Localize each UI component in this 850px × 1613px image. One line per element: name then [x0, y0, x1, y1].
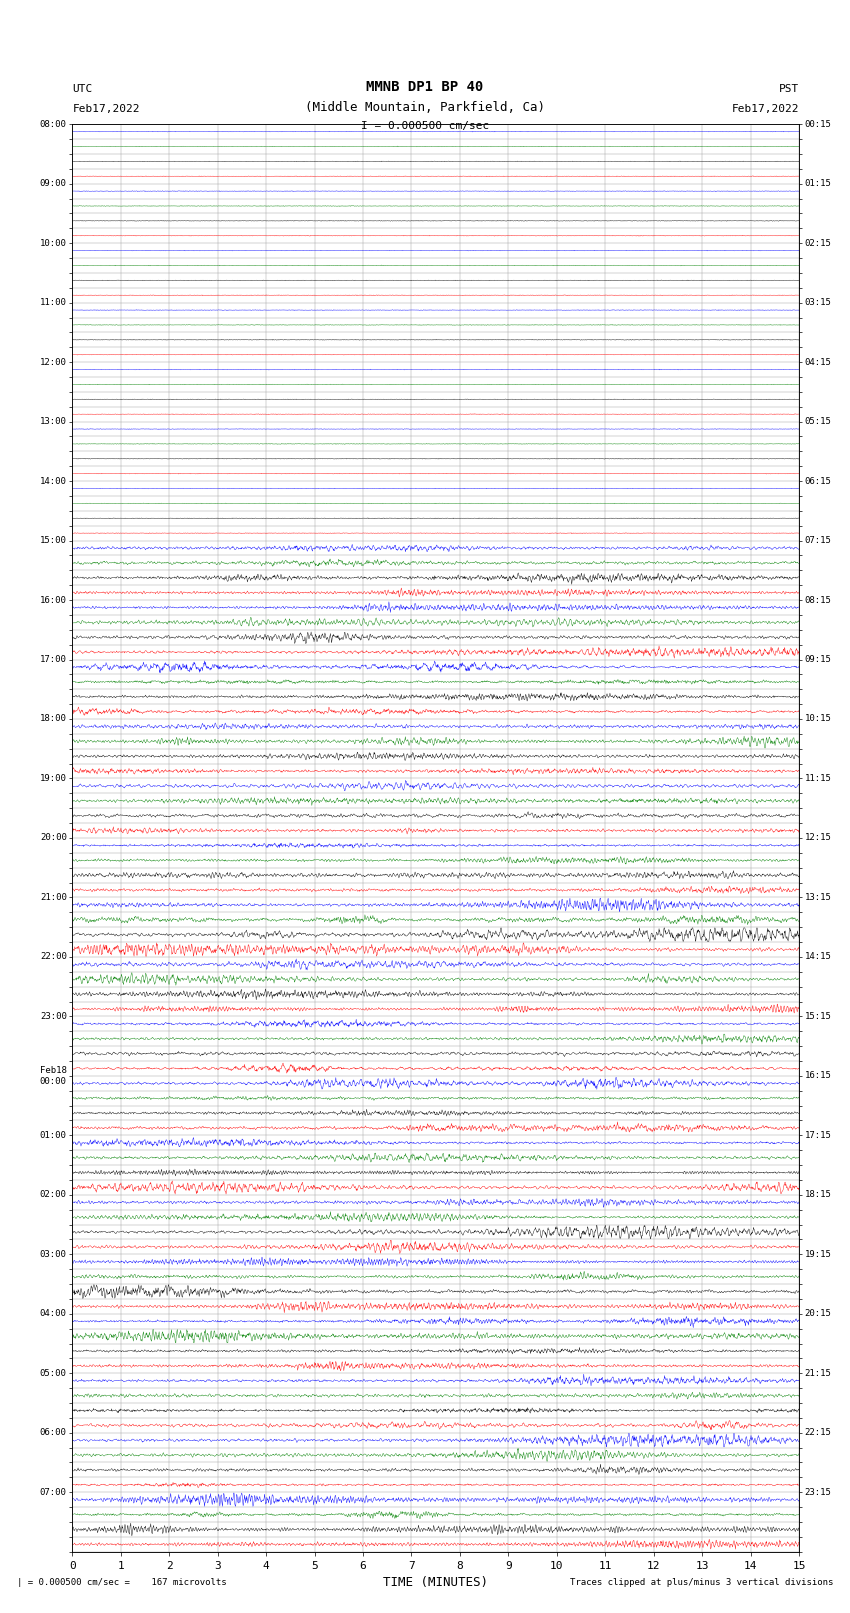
Text: | = 0.000500 cm/sec =    167 microvolts: | = 0.000500 cm/sec = 167 microvolts — [17, 1578, 227, 1587]
Text: (Middle Mountain, Parkfield, Ca): (Middle Mountain, Parkfield, Ca) — [305, 100, 545, 113]
Text: I = 0.000500 cm/sec: I = 0.000500 cm/sec — [361, 121, 489, 132]
Text: UTC: UTC — [72, 84, 93, 94]
Text: Feb17,2022: Feb17,2022 — [72, 103, 139, 113]
Text: MMNB DP1 BP 40: MMNB DP1 BP 40 — [366, 81, 484, 94]
Text: Feb17,2022: Feb17,2022 — [732, 103, 799, 113]
Text: Traces clipped at plus/minus 3 vertical divisions: Traces clipped at plus/minus 3 vertical … — [570, 1578, 833, 1587]
X-axis label: TIME (MINUTES): TIME (MINUTES) — [383, 1576, 488, 1589]
Text: PST: PST — [779, 84, 799, 94]
